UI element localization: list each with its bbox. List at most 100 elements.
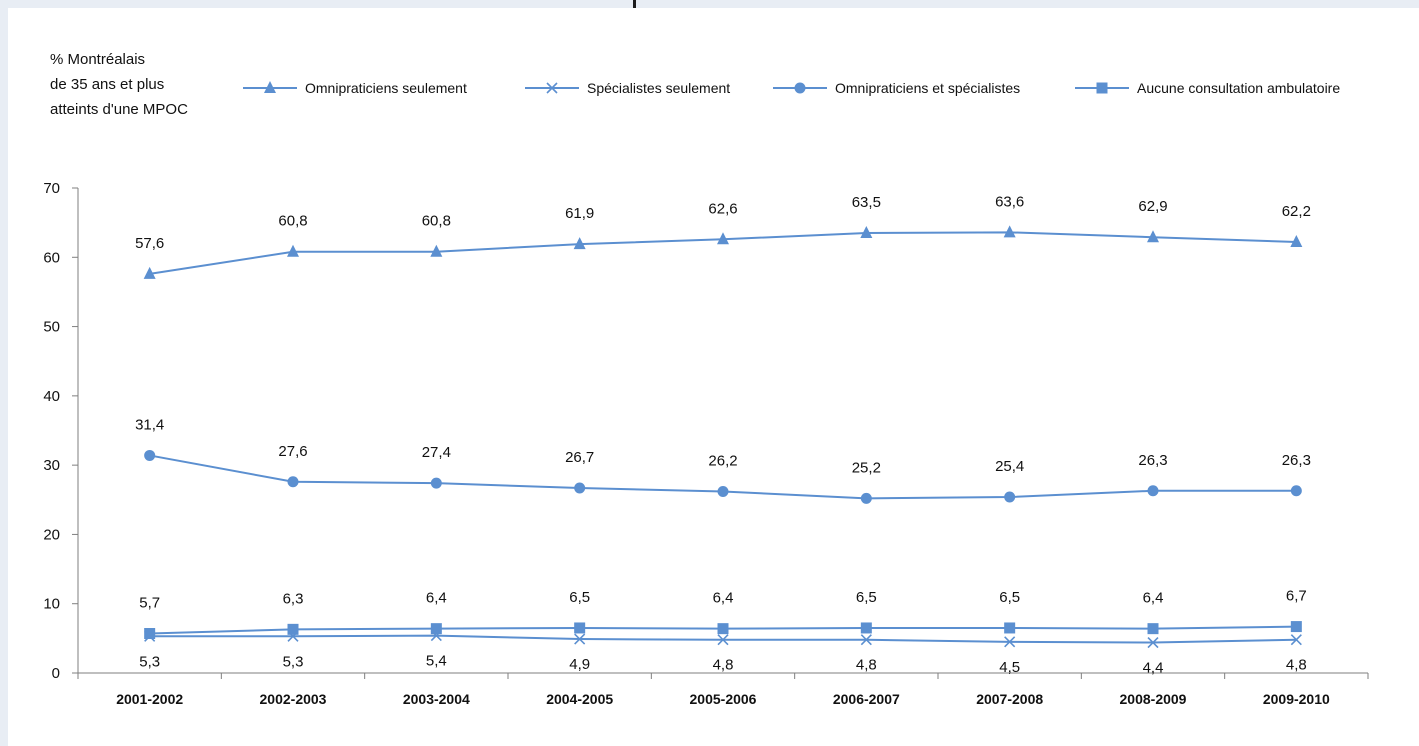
data-point-x xyxy=(860,634,872,646)
y-tick-label: 0 xyxy=(52,665,60,682)
y-axis-title-line-3: atteints d'une MPOC xyxy=(50,101,188,118)
data-label-triangle: 60,8 xyxy=(278,213,307,230)
data-label-x: 4,9 xyxy=(569,656,590,673)
data-point-triangle xyxy=(430,244,443,257)
data-point-x xyxy=(1290,634,1302,646)
data-label-square: 6,3 xyxy=(283,590,304,607)
data-point-triangle xyxy=(860,226,873,239)
data-label-triangle: 63,6 xyxy=(995,193,1024,210)
x-tick-label: 2006-2007 xyxy=(833,691,900,707)
data-label-x: 4,8 xyxy=(713,657,734,674)
data-point-circle xyxy=(430,477,442,489)
data-label-square: 5,7 xyxy=(139,595,160,612)
x-tick-label: 2005-2006 xyxy=(690,691,757,707)
data-point-circle xyxy=(860,492,872,504)
y-tick-label: 50 xyxy=(43,319,60,336)
y-axis-title: % Montréalais de 35 ans et plus atteints… xyxy=(50,47,188,122)
data-point-triangle xyxy=(287,244,299,257)
x-tick-label: 2009-2010 xyxy=(1263,691,1330,707)
data-label-triangle: 62,9 xyxy=(1138,198,1167,215)
data-label-square: 6,5 xyxy=(856,589,877,606)
data-point-x xyxy=(1147,636,1159,649)
data-point-x xyxy=(574,633,586,645)
data-point-square xyxy=(574,622,586,634)
data-point-triangle xyxy=(143,266,156,279)
x-tick-label: 2001-2002 xyxy=(116,691,183,707)
y-tick-label: 20 xyxy=(43,526,60,543)
y-tick-label: 30 xyxy=(43,457,60,474)
data-label-x: 4,8 xyxy=(1286,657,1307,674)
y-axis-title-line-1: % Montréalais xyxy=(50,51,146,68)
y-axis-title-line-2: de 35 ans et plus xyxy=(50,76,165,93)
y-tick-label: 60 xyxy=(43,249,60,266)
legend-marker-x xyxy=(546,82,558,94)
data-label-circle: 27,6 xyxy=(278,443,307,460)
data-label-circle: 25,4 xyxy=(995,458,1024,475)
legend-label-square: Aucune consultation ambulatoire xyxy=(1137,80,1340,96)
data-point-circle xyxy=(1004,491,1016,503)
data-label-x: 4,4 xyxy=(1143,660,1164,677)
legend-label-triangle: Omnipraticiens seulement xyxy=(305,80,467,96)
data-label-circle: 26,2 xyxy=(708,452,737,469)
data-label-x: 4,8 xyxy=(856,657,877,674)
x-tick-label: 2002-2003 xyxy=(260,691,327,707)
data-point-square xyxy=(430,623,442,635)
data-point-square xyxy=(1290,621,1302,633)
data-label-x: 5,3 xyxy=(139,653,160,670)
data-point-circle xyxy=(287,476,299,488)
data-point-circle xyxy=(144,449,156,461)
data-label-x: 5,4 xyxy=(426,653,447,670)
data-label-triangle: 62,6 xyxy=(708,200,737,217)
legend-label-circle: Omnipraticiens et spécialistes xyxy=(835,80,1020,96)
data-label-square: 6,5 xyxy=(569,589,590,606)
window-edge-mark xyxy=(633,0,636,8)
chart-panel xyxy=(8,8,1419,746)
x-tick-label: 2008-2009 xyxy=(1120,691,1187,707)
x-tick-label: 2003-2004 xyxy=(403,691,470,707)
data-label-circle: 26,7 xyxy=(565,449,594,466)
data-label-triangle: 62,2 xyxy=(1282,203,1311,220)
data-label-triangle: 61,9 xyxy=(565,205,594,222)
data-point-square xyxy=(1147,623,1159,635)
x-tick-label: 2004-2005 xyxy=(546,691,613,707)
data-label-triangle: 63,5 xyxy=(852,194,881,211)
data-point-square xyxy=(144,628,156,640)
x-tick-label: 2007-2008 xyxy=(976,691,1043,707)
data-label-circle: 27,4 xyxy=(422,444,451,461)
data-label-square: 6,5 xyxy=(999,589,1020,606)
data-label-x: 4,5 xyxy=(999,659,1020,676)
data-point-square xyxy=(717,623,729,635)
data-point-triangle xyxy=(1147,230,1159,243)
data-label-circle: 31,4 xyxy=(135,416,164,433)
data-label-triangle: 60,8 xyxy=(422,213,451,230)
data-label-circle: 26,3 xyxy=(1138,452,1167,469)
data-point-triangle xyxy=(1290,235,1303,248)
data-label-square: 6,4 xyxy=(713,590,734,607)
data-label-x: 5,3 xyxy=(283,653,304,670)
data-point-x xyxy=(717,634,729,646)
legend-marker-triangle xyxy=(264,81,276,93)
legend-marker-circle xyxy=(794,82,806,94)
y-tick-label: 70 xyxy=(43,180,60,197)
data-label-triangle: 57,6 xyxy=(135,235,164,252)
data-label-square: 6,4 xyxy=(1143,590,1164,607)
legend-marker-square xyxy=(1096,82,1108,94)
data-point-square xyxy=(287,623,299,635)
data-point-circle xyxy=(717,485,729,497)
legend-label-x: Spécialistes seulement xyxy=(587,80,730,96)
y-tick-label: 40 xyxy=(43,388,60,405)
data-point-triangle xyxy=(1003,225,1016,238)
data-point-square xyxy=(1004,622,1016,634)
y-tick-label: 10 xyxy=(43,596,60,613)
data-point-circle xyxy=(574,482,586,494)
data-label-square: 6,4 xyxy=(426,590,447,607)
data-point-circle xyxy=(1290,485,1302,497)
data-point-triangle xyxy=(573,237,586,250)
data-point-circle xyxy=(1147,485,1159,497)
data-point-square xyxy=(860,622,872,634)
data-point-triangle xyxy=(717,232,729,245)
data-point-x xyxy=(1004,636,1016,648)
data-label-circle: 26,3 xyxy=(1282,452,1311,469)
data-label-circle: 25,2 xyxy=(852,459,881,476)
